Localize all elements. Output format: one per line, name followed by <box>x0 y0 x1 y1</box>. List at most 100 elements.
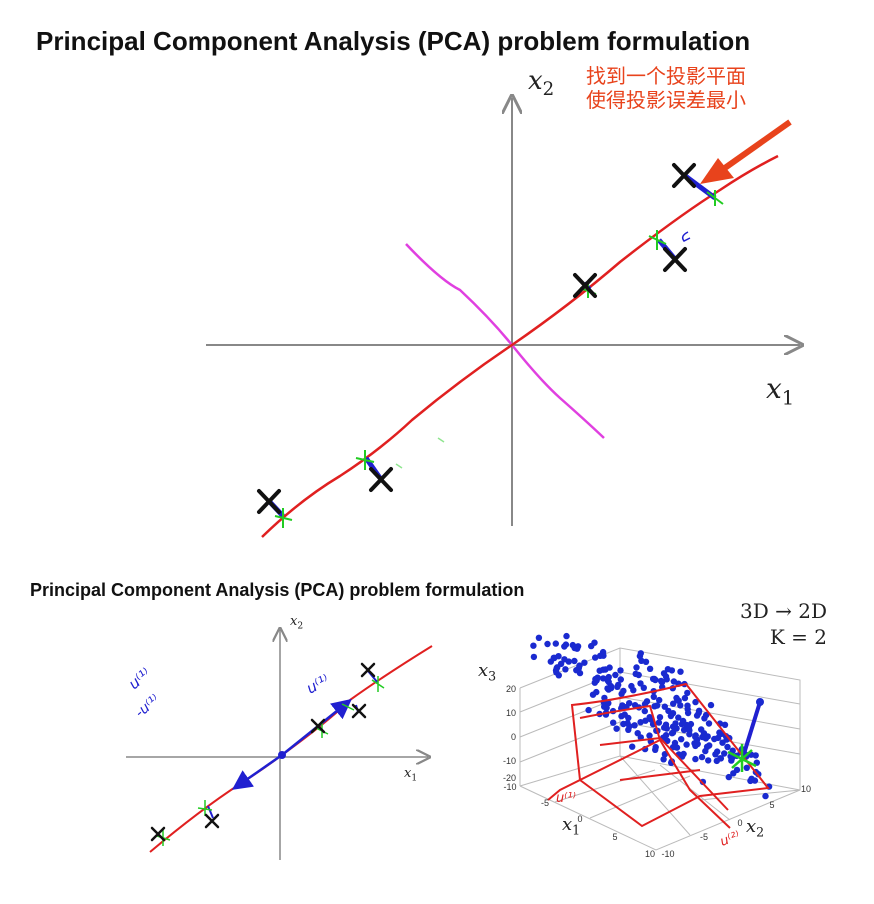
dimension-reduction-label: 3D → 2D K = 2 <box>740 598 827 650</box>
br-projection-segment <box>740 701 762 761</box>
scatter-point <box>743 764 750 771</box>
top-plot <box>206 98 800 538</box>
scatter-point <box>621 711 628 718</box>
top-x2-axis-label: x2 <box>528 66 555 101</box>
scatter-point <box>654 702 661 709</box>
scatter-point <box>650 693 657 700</box>
scatter-point <box>618 690 625 698</box>
scatter-point <box>714 748 721 755</box>
scatter-point <box>555 653 562 660</box>
scatter-point <box>535 634 543 641</box>
scatter-point <box>600 652 607 659</box>
scatter-point <box>646 665 654 672</box>
scatter-point <box>646 732 653 739</box>
scatter-point <box>591 639 598 646</box>
bottom-title: Principal Component Analysis (PCA) probl… <box>30 580 525 600</box>
scatter-point <box>664 737 671 744</box>
scatter-point <box>629 743 636 750</box>
x1-tick: -5 <box>541 798 549 808</box>
dimension-line-1: 3D → 2D <box>740 599 827 623</box>
x1-tick: 5 <box>612 832 617 842</box>
z-tick: 0 <box>511 732 516 742</box>
box-grid-line <box>619 671 801 705</box>
bl-projected-point <box>371 676 385 692</box>
bl-data-point-x <box>310 718 326 734</box>
scatter-point <box>684 689 691 697</box>
scatter-point <box>655 719 663 726</box>
scatter-point <box>637 680 644 687</box>
scatter-point <box>692 733 699 741</box>
scatter-point <box>665 707 672 715</box>
scatter-point <box>711 735 718 743</box>
scatter-point <box>585 706 592 714</box>
scatter-point <box>670 700 677 707</box>
scatter-point <box>684 702 691 709</box>
scatter-point <box>672 720 679 727</box>
scatter-point <box>705 757 712 764</box>
br-data-point <box>756 698 764 706</box>
scatter-point <box>589 691 597 698</box>
bl-x1-axis-label: x1 <box>404 766 418 784</box>
scatter-point <box>631 722 638 729</box>
bl-data-point-x <box>150 826 166 842</box>
scatter-point <box>637 719 644 726</box>
projected-point <box>274 508 293 528</box>
scatter-point <box>626 700 633 707</box>
scatter-point <box>641 707 648 715</box>
scatter-point <box>705 720 713 727</box>
scatter-point <box>631 702 639 709</box>
scatter-point <box>706 742 713 749</box>
projected-point <box>706 190 724 206</box>
x2-tick: -10 <box>661 849 674 859</box>
scatter-point <box>642 717 649 724</box>
scatter-point <box>662 721 670 728</box>
scatter-point <box>752 752 759 759</box>
scatter-point <box>662 732 670 739</box>
plane-line <box>599 736 729 811</box>
scatter-point <box>724 743 731 751</box>
scatter-point <box>699 733 706 741</box>
scatter-point <box>667 712 675 720</box>
data-point-x <box>663 247 687 272</box>
scatter-point <box>681 694 689 702</box>
bl-projected-point <box>197 800 213 816</box>
scatter-point <box>617 667 624 674</box>
scatter-point <box>692 698 699 706</box>
scatter-point <box>692 755 699 763</box>
scatter-point <box>684 709 692 717</box>
faint-mark <box>437 437 445 443</box>
scatter-point <box>569 641 576 649</box>
scatter-point <box>530 653 538 661</box>
scatter-point <box>637 734 644 741</box>
scatter-point <box>698 753 706 761</box>
br-u2-label: u⁽²⁾ <box>718 829 742 850</box>
z-tick: -10 <box>503 756 516 766</box>
scatter-point <box>544 640 551 648</box>
scatter-point <box>606 664 613 671</box>
scatter-point <box>624 720 631 727</box>
plane-line <box>619 769 701 781</box>
scatter-point <box>678 736 685 743</box>
x2-tick: 0 <box>737 818 742 828</box>
scatter-point <box>677 702 684 709</box>
br-x2-axis-label: x2 <box>746 816 765 840</box>
neg-u1-label: -u⁽¹⁾ <box>132 692 163 721</box>
z-tick: 10 <box>506 708 516 718</box>
z-tick: 20 <box>506 684 516 694</box>
scatter-point <box>657 677 665 685</box>
scatter-point <box>698 726 705 733</box>
scatter-point <box>633 664 640 671</box>
x1-tick: -10 <box>503 782 516 792</box>
top-title: Principal Component Analysis (PCA) probl… <box>36 26 751 56</box>
scatter-point <box>619 702 626 709</box>
scatter-point <box>591 679 598 686</box>
scatter-point <box>695 707 703 714</box>
scatter-point <box>571 657 578 665</box>
x2-tick: 5 <box>769 800 774 810</box>
box-grid-line <box>554 769 656 803</box>
annotation-arrow <box>700 119 792 184</box>
scatter-point <box>552 640 559 647</box>
scatter-point <box>748 775 755 782</box>
origin-dot <box>278 751 286 759</box>
annotation-line-1: 找到一个投影平面 <box>586 64 746 88</box>
